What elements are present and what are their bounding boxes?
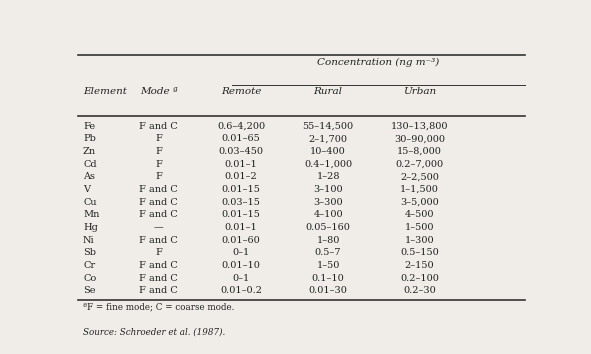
Text: 0.4–1,000: 0.4–1,000 [304,160,352,169]
Text: V: V [83,185,90,194]
Text: Pb: Pb [83,134,96,143]
Text: F and C: F and C [139,236,178,245]
Text: 1–28: 1–28 [316,172,340,181]
Text: F and C: F and C [139,261,178,270]
Text: F and C: F and C [139,210,178,219]
Text: 0.5–150: 0.5–150 [400,248,439,257]
Text: 4–500: 4–500 [405,210,434,219]
Text: F and C: F and C [139,286,178,295]
Text: 3–5,000: 3–5,000 [400,198,439,207]
Text: 0.01–30: 0.01–30 [309,286,348,295]
Text: As: As [83,172,95,181]
Text: 2–2,500: 2–2,500 [400,172,439,181]
Text: Ni: Ni [83,236,95,245]
Text: Source: Schroeder et al. (1987).: Source: Schroeder et al. (1987). [83,327,225,336]
Text: 0.1–10: 0.1–10 [311,274,345,282]
Text: Se: Se [83,286,96,295]
Text: Element: Element [83,87,127,96]
Text: F: F [155,147,162,156]
Text: Rural: Rural [314,87,343,96]
Text: F and C: F and C [139,185,178,194]
Text: 0.01–60: 0.01–60 [222,236,261,245]
Text: 0.01–1: 0.01–1 [225,160,258,169]
Text: F and C: F and C [139,121,178,131]
Text: F and C: F and C [139,274,178,282]
Text: ªF = fine mode; C = coarse mode.: ªF = fine mode; C = coarse mode. [83,303,235,312]
Text: 0.01–15: 0.01–15 [222,210,261,219]
Text: F: F [155,248,162,257]
Text: 0.01–65: 0.01–65 [222,134,261,143]
Text: 3–300: 3–300 [313,198,343,207]
Text: Cd: Cd [83,160,97,169]
Text: 4–100: 4–100 [313,210,343,219]
Text: Urban: Urban [403,87,436,96]
Text: 1–1,500: 1–1,500 [400,185,439,194]
Text: 1–80: 1–80 [316,236,340,245]
Text: 0.2–30: 0.2–30 [403,286,436,295]
Text: 0.01–10: 0.01–10 [222,261,261,270]
Text: F and C: F and C [139,198,178,207]
Text: Fe: Fe [83,121,95,131]
Text: Mode ª: Mode ª [139,87,177,96]
Text: 0.5–7: 0.5–7 [315,248,342,257]
Text: 0.01–15: 0.01–15 [222,185,261,194]
Text: Zn: Zn [83,147,96,156]
Text: Mn: Mn [83,210,99,219]
Text: 2–150: 2–150 [405,261,434,270]
Text: Sb: Sb [83,248,96,257]
Text: 0.2–7,000: 0.2–7,000 [395,160,444,169]
Text: 15–8,000: 15–8,000 [397,147,442,156]
Text: 0.01–1: 0.01–1 [225,223,258,232]
Text: —: — [154,223,164,232]
Text: F: F [155,160,162,169]
Text: 0.05–160: 0.05–160 [306,223,350,232]
Text: 2–1,700: 2–1,700 [309,134,348,143]
Text: 1–500: 1–500 [405,223,434,232]
Text: Co: Co [83,274,96,282]
Text: 0–1: 0–1 [232,274,249,282]
Text: F: F [155,172,162,181]
Text: 55–14,500: 55–14,500 [303,121,353,131]
Text: 0.01–2: 0.01–2 [225,172,258,181]
Text: 130–13,800: 130–13,800 [391,121,449,131]
Text: F: F [155,134,162,143]
Text: 30–90,000: 30–90,000 [394,134,445,143]
Text: 0–1: 0–1 [232,248,249,257]
Text: Concentration (ng m⁻³): Concentration (ng m⁻³) [317,57,440,67]
Text: Hg: Hg [83,223,98,232]
Text: 0.01–0.2: 0.01–0.2 [220,286,262,295]
Text: Remote: Remote [221,87,261,96]
Text: 0.03–450: 0.03–450 [219,147,264,156]
Text: Cr: Cr [83,261,95,270]
Text: 0.6–4,200: 0.6–4,200 [217,121,265,131]
Text: 1–300: 1–300 [405,236,434,245]
Text: 3–100: 3–100 [313,185,343,194]
Text: Cu: Cu [83,198,97,207]
Text: 1–50: 1–50 [316,261,340,270]
Text: 0.03–15: 0.03–15 [222,198,261,207]
Text: 0.2–100: 0.2–100 [400,274,439,282]
Text: 10–400: 10–400 [310,147,346,156]
